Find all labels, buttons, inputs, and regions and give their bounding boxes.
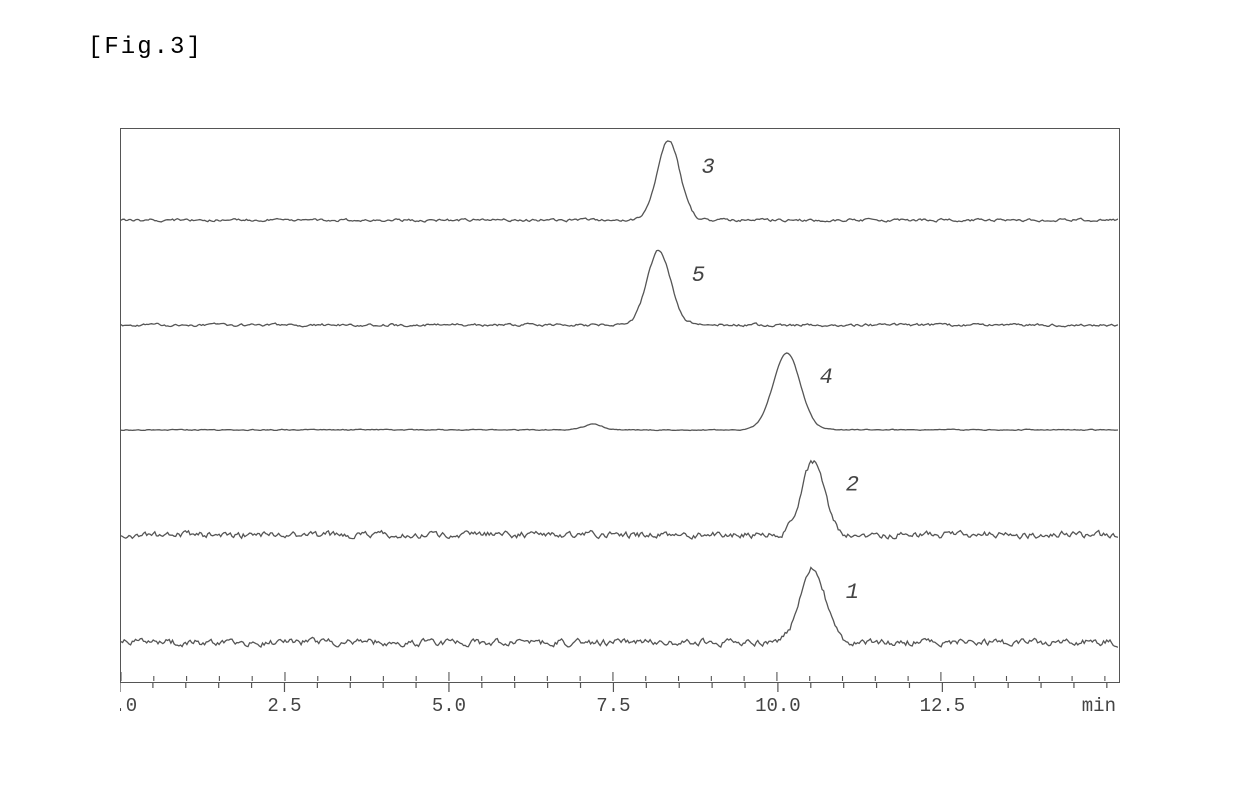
x-tick-label: 7.5 (596, 695, 630, 717)
figure-caption: [Fig.3] (88, 34, 203, 61)
trace-label-1: 1 (846, 580, 859, 605)
x-tick-label: 2.5 (267, 695, 301, 717)
trace-5 (121, 250, 1118, 326)
trace-label-5: 5 (692, 263, 705, 288)
trace-label-4: 4 (820, 365, 833, 390)
x-tick-label: 5.0 (432, 695, 466, 717)
trace-2 (121, 461, 1118, 539)
trace-label-2: 2 (846, 473, 859, 498)
x-axis-unit-label: min (1082, 695, 1116, 717)
x-tick-label: 12.5 (920, 695, 966, 717)
x-tick-label: 10.0 (755, 695, 801, 717)
trace-1 (121, 568, 1118, 648)
chromatogram-svg: 3 5 4 2 1 (121, 129, 1118, 681)
trace-3 (121, 141, 1118, 222)
trace-label-3: 3 (702, 155, 715, 180)
trace-4 (121, 353, 1118, 431)
chromatogram-panel-frame: 3 5 4 2 1 (120, 128, 1120, 683)
x-axis-area: 0.0 2.5 5.0 7.5 10.0 12.5 min (120, 683, 1120, 723)
x-axis-svg: 0.0 2.5 5.0 7.5 10.0 12.5 min (120, 683, 1120, 723)
x-tick-label: 0.0 (120, 695, 137, 717)
